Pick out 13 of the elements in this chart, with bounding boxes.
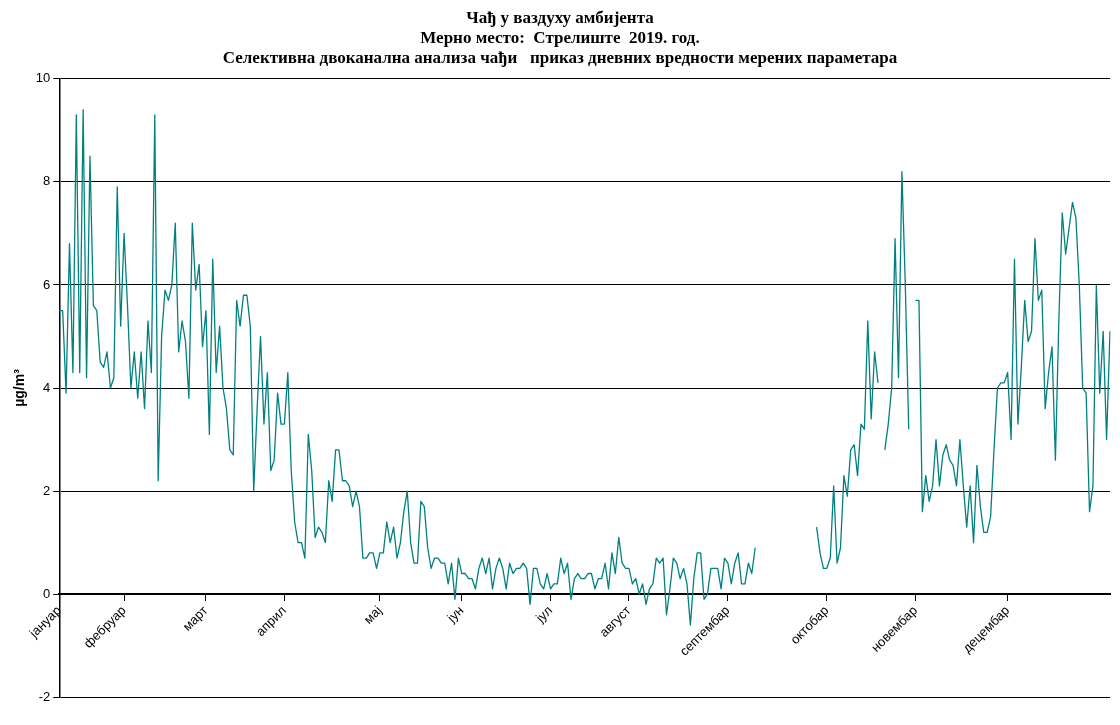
chart-title: Чађ у ваздуху амбијента xyxy=(465,8,655,28)
y-tick-label: -2 xyxy=(38,688,51,704)
y-axis-title: µg/m³ xyxy=(11,368,28,407)
y-tick-label: 4 xyxy=(43,379,51,395)
x-tick-label: мај xyxy=(360,602,385,627)
chart-subtitle: Мерно место: Стрелиште 2019. год. Селективна двоканална анализа чађи приказ дневних вредности мерених параметара xyxy=(221,28,899,68)
x-tick-label: јун xyxy=(443,602,467,626)
y-tick-label: 6 xyxy=(43,276,51,292)
x-tick-label: јул xyxy=(532,602,556,626)
y-tick-label: 0 xyxy=(43,585,51,601)
y-tick-label: 2 xyxy=(43,482,51,498)
y-tick-label: 8 xyxy=(43,173,51,189)
y-tick-label: 10 xyxy=(35,70,51,86)
